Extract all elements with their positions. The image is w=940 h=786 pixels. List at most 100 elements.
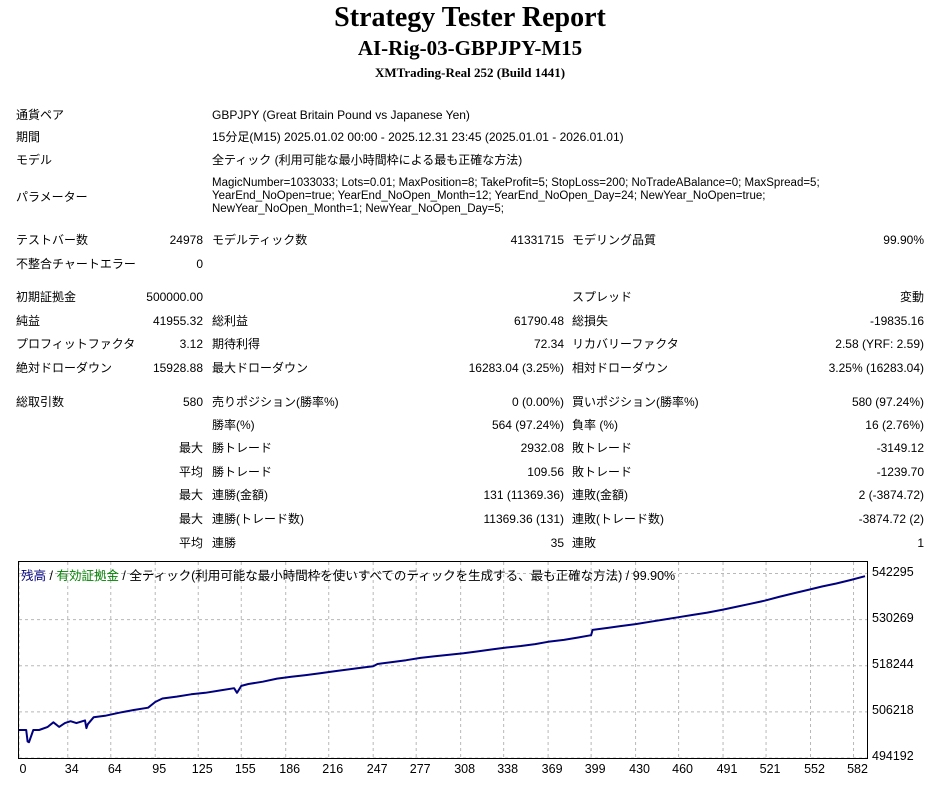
legend-balance: 残高 — [21, 569, 47, 583]
recovery-value: 2.58 (YRF: 2.59) — [835, 337, 924, 351]
spread-value: 変動 — [899, 290, 924, 304]
long-label: 買いポジション(勝率%) — [572, 395, 699, 409]
pair-value: GBPJPY (Great Britain Pound vs Japanese … — [212, 108, 470, 122]
y-tick-label: 506218 — [872, 702, 914, 717]
chart-legend: 残高 / 有効証拠金 / 全ティック(利用可能な最小時間枠を使いすべてのティック… — [21, 565, 675, 584]
avg-cons-loss-label: 連敗 — [572, 536, 597, 550]
legend-separator: / — [46, 569, 57, 583]
gross-loss-label: 総損失 — [572, 314, 609, 328]
params-line: NewYear_NoOpen_Month=1; NewYear_NoOpen_D… — [212, 203, 504, 215]
ticks-label: モデルティック数 — [212, 233, 308, 247]
quality-value: 99.90% — [883, 233, 924, 247]
avg-win-value: 109.56 — [527, 465, 564, 479]
x-tick-label: 125 — [191, 762, 213, 776]
x-tick-label: 582 — [847, 762, 868, 776]
model-label: モデル — [16, 153, 53, 167]
x-tick-label: 491 — [716, 762, 738, 776]
gross-profit-value: 61790.48 — [513, 314, 564, 328]
report-subtitle: AI-Rig-03-GBPJPY-M15 — [357, 36, 583, 60]
max-dd-value: 16283.04 (3.25%) — [468, 361, 564, 375]
y-tick-label: 530269 — [872, 610, 914, 625]
cons-win-count-value: 11369.36 (131) — [483, 512, 564, 526]
model-value: 全ティック (利用可能な最小時間枠による最も正確な方法) — [212, 153, 523, 167]
x-tick-label: 216 — [322, 762, 344, 776]
legend-description: / 全ティック(利用可能な最小時間枠を使いすべてのティックを生成する、最も正確な… — [118, 569, 676, 583]
x-tick-label: 552 — [804, 762, 825, 776]
balance-chart-plot — [19, 562, 867, 758]
y-tick-label: 518244 — [872, 656, 914, 671]
balance-chart — [18, 561, 868, 759]
gross-loss-value: -19835.16 — [869, 314, 924, 328]
cons-loss-amount-label: 連敗(金額) — [572, 488, 628, 502]
cons-win-amount-value: 131 (11369.36) — [483, 488, 564, 502]
report-title: Strategy Tester Report — [334, 2, 606, 33]
broker-build: XMTrading-Real 252 (Build 1441) — [374, 65, 566, 80]
largest-loss-value: -3149.12 — [876, 441, 924, 455]
avg-loss-label: 敗トレード — [572, 465, 633, 479]
max-dd-label: 最大ドローダウン — [212, 361, 309, 375]
max-label: 最大 — [178, 441, 203, 455]
x-tick-label: 338 — [497, 762, 519, 776]
x-tick-label: 95 — [152, 762, 167, 776]
largest-win-value: 2932.08 — [520, 441, 564, 455]
balance-line — [19, 575, 866, 744]
win-pct-value: 564 (97.24%) — [491, 418, 564, 432]
avg-win-label: 勝トレード — [212, 465, 273, 479]
trades-value: 580 — [182, 395, 203, 409]
bars-value: 24978 — [169, 233, 203, 247]
net-value: 41955.32 — [152, 314, 203, 328]
expected-value: 72.34 — [533, 337, 564, 351]
ticks-value: 41331715 — [510, 233, 564, 247]
y-tick-label: 542295 — [872, 564, 914, 579]
mismatch-value: 0 — [196, 257, 203, 271]
x-tick-label: 399 — [584, 762, 606, 776]
avg-label: 平均 — [178, 536, 203, 550]
bars-label: テストバー数 — [16, 233, 89, 247]
pf-label: プロフィットファクタ — [16, 337, 136, 351]
spread-label: スプレッド — [572, 290, 633, 304]
params-line: YearEnd_NoOpen=true; YearEnd_NoOpen_Mont… — [212, 190, 766, 202]
largest-loss-label: 敗トレード — [572, 441, 633, 455]
x-tick-label: 521 — [759, 762, 781, 776]
avg-cons-win-value: 35 — [550, 536, 564, 550]
pf-value: 3.12 — [179, 337, 203, 351]
recovery-label: リカバリーファクタ — [572, 337, 679, 351]
x-tick-label: 369 — [541, 762, 563, 776]
x-tick-label: 186 — [279, 762, 301, 776]
max-label: 最大 — [178, 488, 203, 502]
quality-label: モデリング品質 — [572, 233, 657, 247]
cons-win-amount-label: 連勝(金額) — [212, 488, 268, 502]
expected-label: 期待利得 — [212, 337, 261, 351]
short-value: 0 (0.00%) — [511, 395, 564, 409]
avg-cons-win-label: 連勝 — [212, 536, 237, 550]
largest-win-label: 勝トレード — [212, 441, 273, 455]
loss-pct-label: 負率 (%) — [572, 418, 618, 432]
win-pct-label: 勝率(%) — [212, 418, 255, 432]
cons-loss-count-label: 連敗(トレード数) — [572, 512, 664, 526]
long-value: 580 (97.24%) — [851, 395, 924, 409]
x-tick-label: 308 — [454, 762, 476, 776]
net-label: 純益 — [16, 314, 41, 328]
rel-dd-value: 3.25% (16283.04) — [828, 361, 924, 375]
rel-dd-label: 相対ドローダウン — [572, 361, 669, 375]
params-line: MagicNumber=1033033; Lots=0.01; MaxPosit… — [212, 177, 820, 189]
short-label: 売りポジション(勝率%) — [212, 395, 339, 409]
x-tick-label: 0 — [19, 762, 27, 776]
gross-profit-label: 総利益 — [212, 314, 249, 328]
cons-loss-amount-value: 2 (-3874.72) — [858, 488, 924, 502]
legend-equity: 有効証拠金 — [56, 569, 119, 583]
deposit-value: 500000.00 — [146, 290, 203, 304]
max-label: 最大 — [178, 512, 203, 526]
cons-loss-count-value: -3874.72 (2) — [858, 512, 924, 526]
abs-dd-label: 絶対ドローダウン — [16, 361, 113, 375]
params-label: パラメーター — [16, 190, 88, 204]
avg-label: 平均 — [178, 465, 203, 479]
y-tick-label: 494192 — [872, 749, 914, 763]
cons-win-count-label: 連勝(トレード数) — [212, 512, 304, 526]
x-tick-label: 64 — [107, 762, 122, 776]
x-tick-label: 277 — [409, 762, 431, 776]
params-value: MagicNumber=1033033; Lots=0.01; MaxPosit… — [212, 177, 852, 216]
period-label: 期間 — [16, 130, 41, 144]
x-tick-label: 460 — [672, 762, 694, 776]
x-tick-label: 247 — [366, 762, 388, 776]
